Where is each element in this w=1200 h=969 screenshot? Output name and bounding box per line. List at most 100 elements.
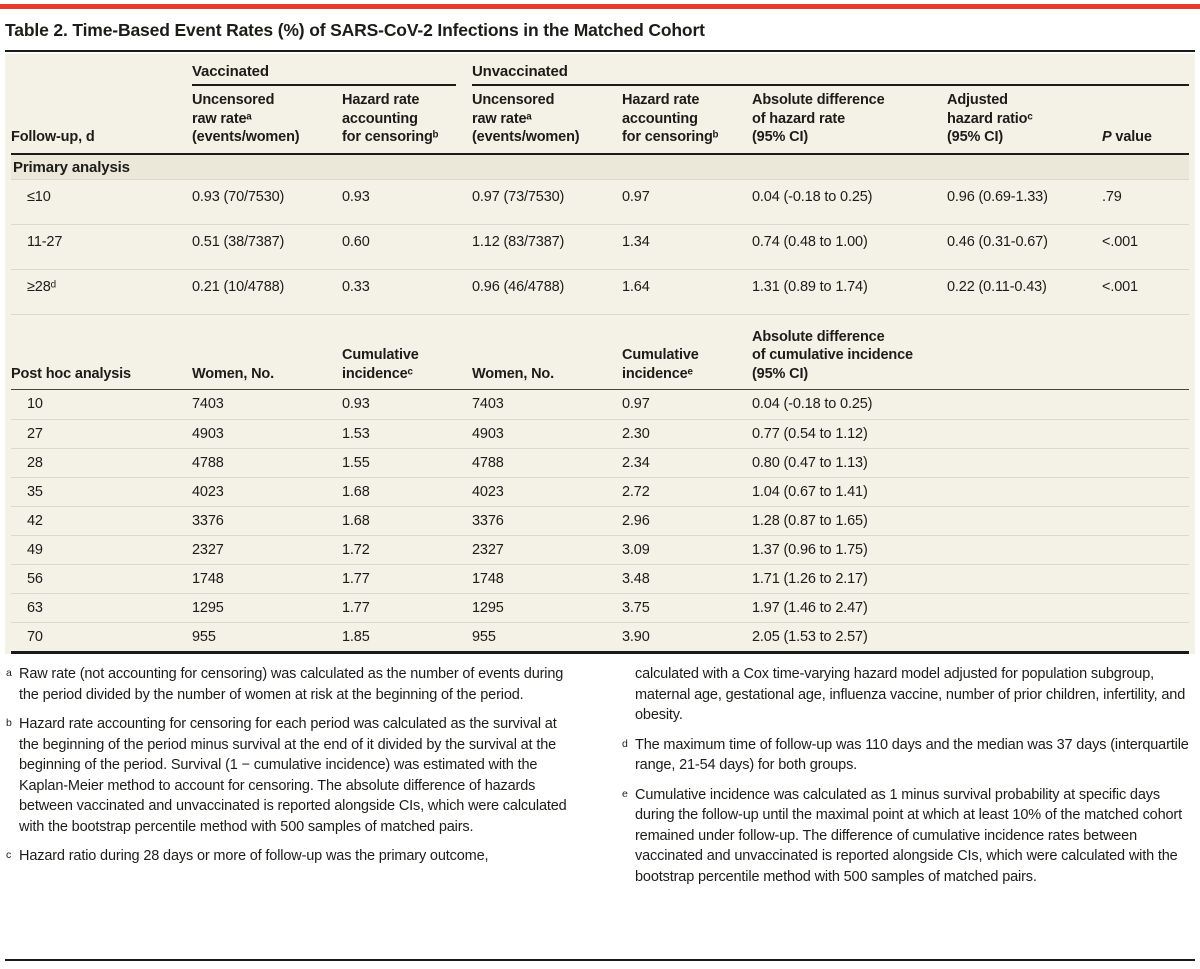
unvacc-women-cell: 1748 <box>472 571 504 587</box>
col-header-unvacc-hazard-rate: Hazard rate accounting for censoringᵇ <box>622 92 719 145</box>
followup-cell: 11-27 <box>27 233 63 250</box>
p-value-cell: <.001 <box>1102 278 1138 295</box>
col-header-vacc-cuminc: Cumulative incidenceᶜ <box>342 347 419 382</box>
footnote-text: calculated with a Cox time-varying hazar… <box>635 666 1186 723</box>
section-primary-analysis: Primary analysis <box>11 154 1189 180</box>
accent-top-bar <box>0 4 1200 9</box>
abs-diff-cell: 1.31 (0.89 to 1.74) <box>752 278 868 295</box>
col-header-abs-diff-hazard: Absolute difference of hazard rate (95% … <box>752 92 885 145</box>
abs-diff-cell: 0.04 (-0.18 to 0.25) <box>752 188 873 205</box>
table-row: 27 4903 1.53 4903 2.30 0.77 (0.54 to 1.1… <box>11 419 1189 448</box>
cuminc-diff-cell: 2.05 (1.53 to 2.57) <box>752 629 868 645</box>
unvacc-women-cell: 3376 <box>472 513 504 529</box>
p-value-rest: value <box>1115 129 1152 145</box>
footnote-text: The maximum time of follow-up was 110 da… <box>635 736 1189 774</box>
table-2: Vaccinated Unvaccinated Follow-up, d Unc… <box>5 54 1195 654</box>
unvacc-cuminc-cell: 2.96 <box>622 513 650 529</box>
title-rule <box>5 50 1195 52</box>
unvacc-cuminc-cell: 3.48 <box>622 571 650 587</box>
vacc-women-cell: 4903 <box>192 426 224 442</box>
footnote-text: Hazard ratio during 28 days or more of f… <box>19 848 489 864</box>
col-header-vacc-hazard-rate: Hazard rate accounting for censoringᵇ <box>342 92 439 145</box>
unvacc-raw-cell: 0.96 (46/4788) <box>472 278 565 295</box>
table-row: 28 4788 1.55 4788 2.34 0.80 (0.47 to 1.1… <box>11 448 1189 477</box>
footnote-marker: d <box>622 737 628 750</box>
footnote-text: Raw rate (not accounting for censoring) … <box>19 666 564 703</box>
unvacc-cuminc-cell: 3.09 <box>622 542 650 558</box>
day-cell: 70 <box>27 629 43 645</box>
group-header-row: Vaccinated Unvaccinated <box>11 54 1189 86</box>
day-cell: 63 <box>27 600 43 616</box>
day-cell: 28 <box>27 455 43 471</box>
cuminc-diff-cell: 0.80 (0.47 to 1.13) <box>752 455 868 471</box>
col-header-vacc-women: Women, No. <box>192 365 275 382</box>
vacc-raw-cell: 0.93 (70/7530) <box>192 188 285 205</box>
col-header-unvacc-raw-rate: Uncensored raw rateᵃ (events/women) <box>472 92 580 145</box>
day-cell: 10 <box>27 396 43 412</box>
cuminc-diff-cell: 1.28 (0.87 to 1.65) <box>752 513 868 529</box>
vacc-cuminc-cell: 0.93 <box>342 396 370 412</box>
footnotes: a Raw rate (not accounting for censoring)… <box>0 654 1200 896</box>
col-header-abs-diff-cuminc: Absolute difference of cumulative incide… <box>752 328 913 382</box>
footnote-marker: e <box>622 787 628 800</box>
posthoc-header-rule <box>11 389 1189 390</box>
day-cell: 35 <box>27 484 43 500</box>
table-row: ≤10 0.93 (70/7530) 0.93 0.97 (73/7530) 0… <box>11 180 1189 225</box>
table-row: 35 4023 1.68 4023 2.72 1.04 (0.67 to 1.4… <box>11 477 1189 506</box>
col-header-adjusted-hr: Adjusted hazard ratioᶜ (95% CI) <box>947 92 1033 145</box>
unvacc-women-cell: 7403 <box>472 396 504 412</box>
group-header-vaccinated: Vaccinated <box>192 61 456 86</box>
unvacc-cuminc-cell: 2.34 <box>622 455 650 471</box>
table-row: 10 7403 0.93 7403 0.97 0.04 (-0.18 to 0.… <box>11 390 1189 419</box>
day-cell: 42 <box>27 513 43 529</box>
vacc-women-cell: 1295 <box>192 600 224 616</box>
unvacc-women-cell: 4903 <box>472 426 504 442</box>
footnote-c-continued: calculated with a Cox time-varying hazar… <box>622 664 1190 726</box>
unvacc-cuminc-cell: 0.97 <box>622 396 650 412</box>
group-header-unvaccinated: Unvaccinated <box>472 61 1189 86</box>
spanner-spacer <box>11 61 192 86</box>
col-header-p-value: P value <box>1102 123 1189 153</box>
unvacc-raw-cell: 0.97 (73/7530) <box>472 188 565 205</box>
vacc-cuminc-cell: 1.85 <box>342 629 370 645</box>
cuminc-diff-cell: 1.71 (1.26 to 2.17) <box>752 571 868 587</box>
table-row: 11-27 0.51 (38/7387) 0.60 1.12 (83/7387)… <box>11 225 1189 270</box>
footnote-d: d The maximum time of follow-up was 110 d… <box>622 735 1190 776</box>
footnote-marker: b <box>6 717 12 729</box>
footnote-text: Cumulative incidence was calculated as 1… <box>635 786 1182 885</box>
vacc-women-cell: 4023 <box>192 484 224 500</box>
table-row: 42 3376 1.68 3376 2.96 1.28 (0.87 to 1.6… <box>11 506 1189 535</box>
unvacc-women-cell: 1295 <box>472 600 504 616</box>
vacc-cuminc-cell: 1.55 <box>342 455 370 471</box>
footnote-text: Hazard rate accounting for censoring for… <box>19 716 567 835</box>
day-cell: 49 <box>27 542 43 558</box>
vacc-raw-cell: 0.21 (10/4788) <box>192 278 285 295</box>
vacc-cuminc-cell: 1.68 <box>342 513 370 529</box>
abs-diff-cell: 0.74 (0.48 to 1.00) <box>752 233 868 250</box>
vacc-women-cell: 3376 <box>192 513 224 529</box>
cuminc-diff-cell: 1.37 (0.96 to 1.75) <box>752 542 868 558</box>
vacc-women-cell: 1748 <box>192 571 224 587</box>
table-row: 70 955 1.85 955 3.90 2.05 (1.53 to 2.57) <box>11 622 1189 651</box>
cuminc-diff-cell: 1.97 (1.46 to 2.47) <box>752 600 868 616</box>
unvacc-raw-cell: 1.12 (83/7387) <box>472 233 565 250</box>
unvacc-cuminc-cell: 3.75 <box>622 600 650 616</box>
table-title: Table 2. Time-Based Event Rates (%) of S… <box>5 20 705 40</box>
cuminc-diff-cell: 0.04 (-0.18 to 0.25) <box>752 396 873 412</box>
followup-cell: ≥28ᵈ <box>27 278 56 295</box>
p-value-italic-p: P <box>1102 129 1112 145</box>
unvacc-cuminc-cell: 3.90 <box>622 629 650 645</box>
day-cell: 56 <box>27 571 43 587</box>
followup-cell: ≤10 <box>27 188 51 205</box>
table-row: 49 2327 1.72 2327 3.09 1.37 (0.96 to 1.7… <box>11 535 1189 564</box>
table-row: ≥28ᵈ 0.21 (10/4788) 0.33 0.96 (46/4788) … <box>11 270 1189 315</box>
cuminc-diff-cell: 0.77 (0.54 to 1.12) <box>752 426 868 442</box>
vacc-women-cell: 4788 <box>192 455 224 471</box>
col-header-unvacc-cuminc: Cumulative incidenceᵉ <box>622 347 699 382</box>
adj-hr-cell: 0.96 (0.69-1.33) <box>947 188 1048 205</box>
footnote-e: e Cumulative incidence was calculated as … <box>622 785 1190 888</box>
vacc-cuminc-cell: 1.77 <box>342 600 370 616</box>
footnote-c: c Hazard ratio during 28 days or more of … <box>6 846 574 867</box>
vacc-women-cell: 7403 <box>192 396 224 412</box>
vacc-cuminc-cell: 1.77 <box>342 571 370 587</box>
